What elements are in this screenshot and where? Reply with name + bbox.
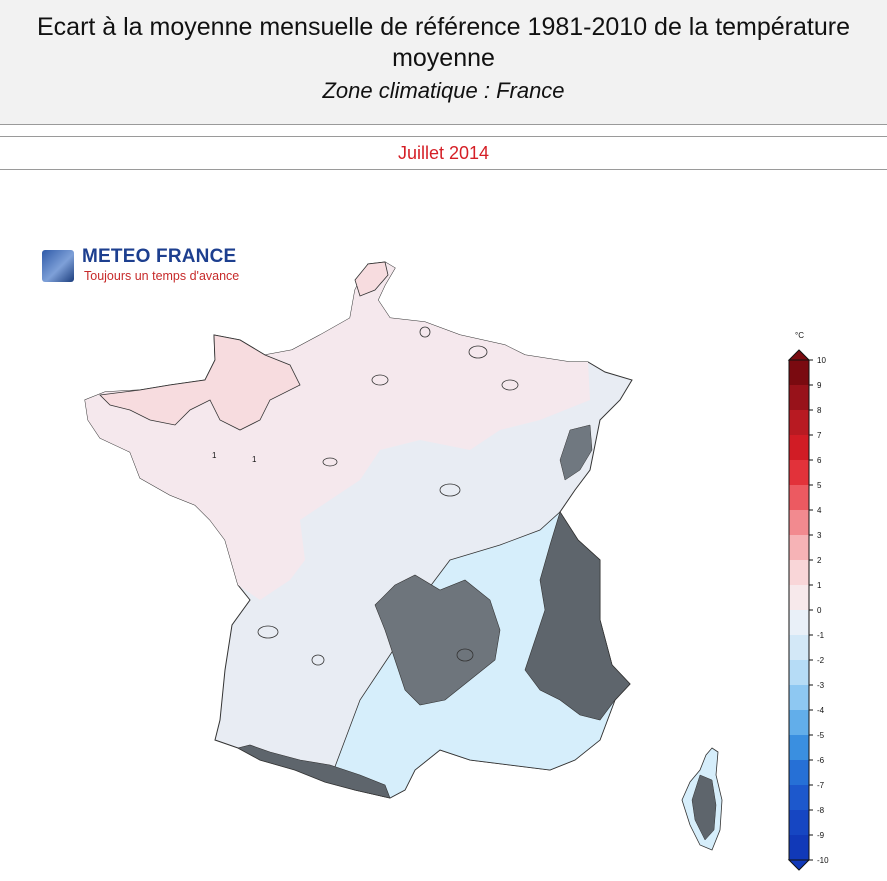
legend-tick-label: 4 (817, 506, 822, 515)
legend-swatch (789, 610, 809, 635)
legend-tick-label: 9 (817, 381, 822, 390)
header-panel (0, 0, 887, 125)
legend-tick-label: -2 (817, 656, 825, 665)
legend-tick-label: -3 (817, 681, 825, 690)
corsica-relief (691, 774, 717, 841)
legend-tick-label: 2 (817, 556, 822, 565)
alps-relief (524, 511, 631, 721)
legend-tick-label: 8 (817, 406, 822, 415)
legend-tick-label: 6 (817, 456, 822, 465)
legend-swatch (789, 535, 809, 560)
legend-tick-label: -4 (817, 706, 825, 715)
meteo-france-logo: METEO FRANCE Toujours un temps d'avance (42, 246, 292, 286)
legend-swatch (789, 760, 809, 785)
legend-tick-label: -8 (817, 806, 825, 815)
isoline-label: 1 (252, 455, 257, 464)
legend-tick-label: -5 (817, 731, 825, 740)
period-band (0, 136, 887, 170)
legend-min-arrow (787, 859, 811, 871)
logo-name: METEO FRANCE (82, 246, 237, 267)
pyrenees-relief (237, 744, 391, 799)
legend-swatch (789, 385, 809, 410)
logo-tagline: Toujours un temps d'avance (84, 269, 240, 283)
legend-tick-label: 7 (817, 431, 822, 440)
legend-swatch (789, 585, 809, 610)
legend-swatch (789, 785, 809, 810)
page-subtitle: Zone climatique : France (322, 78, 565, 103)
brittany-warm-zone (99, 334, 301, 431)
legend-swatch (789, 410, 809, 435)
positive-anomaly-zone (85, 262, 590, 600)
period-label: Juillet 2014 (397, 143, 490, 163)
legend-swatch (789, 510, 809, 535)
legend-swatch (789, 635, 809, 660)
legend-swatch (789, 660, 809, 685)
massif-central-relief (374, 574, 501, 706)
page-title: Ecart à la moyenne mensuelle de référenc… (36, 13, 850, 72)
legend-tick-label: -7 (817, 781, 825, 790)
legend-max-arrow (787, 349, 811, 361)
legend-swatch (789, 835, 809, 860)
jura-relief (559, 424, 593, 481)
legend-unit: °C (795, 331, 804, 340)
legend-tick-label: 0 (817, 606, 822, 615)
legend-swatch (789, 460, 809, 485)
legend-swatch (789, 810, 809, 835)
normandy-warm-zone (354, 261, 389, 297)
legend-tick-label: 3 (817, 531, 822, 540)
legend-swatch (789, 710, 809, 735)
legend-tick-label: 1 (817, 581, 822, 590)
legend-tick-label: 5 (817, 481, 822, 490)
legend-swatch (789, 685, 809, 710)
legend-swatch (789, 735, 809, 760)
logo-mark-icon (42, 250, 74, 282)
legend-swatch (789, 360, 809, 385)
isoline-label: 1 (212, 451, 217, 460)
legend-tick-label: -10 (817, 856, 829, 865)
legend-tick-label: -9 (817, 831, 825, 840)
legend-swatch (789, 485, 809, 510)
legend-swatch (789, 560, 809, 585)
legend-tick-label: -6 (817, 756, 825, 765)
legend-tick-label: -1 (817, 631, 825, 640)
legend-tick-label: 10 (817, 356, 826, 365)
legend-swatch (789, 435, 809, 460)
